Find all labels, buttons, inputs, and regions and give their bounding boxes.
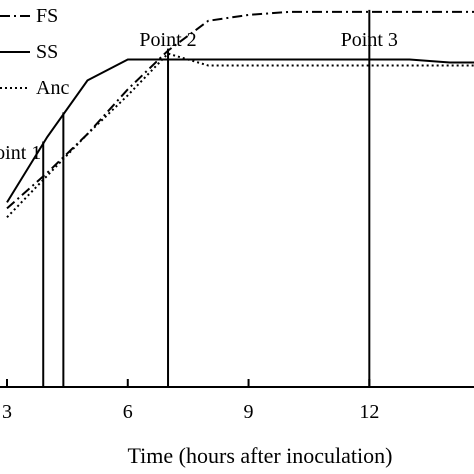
annotation-label-3: Point 2	[139, 29, 196, 51]
series-lines	[6, 10, 474, 218]
x-tick-label-12: 12	[359, 401, 379, 423]
legend-label-ss: SS	[36, 41, 58, 63]
x-tick-label-9: 9	[244, 401, 254, 423]
series-line-ss	[6, 58, 474, 203]
x-tick-labels: 3 6 9 12	[2, 401, 379, 423]
series-line-fs	[6, 10, 474, 210]
annotation-label-1: oint 1	[0, 142, 41, 164]
legend-label-anc: Anc	[36, 77, 69, 99]
annotation-lines	[42, 9, 371, 387]
annotation-labels: oint 1 Point 2 Point 3	[0, 29, 398, 164]
x-ticks	[6, 379, 371, 387]
x-tick-label-6: 6	[123, 401, 133, 423]
x-tick-label-3: 3	[2, 401, 12, 423]
legend-label-fs: FS	[36, 5, 58, 27]
annotation-label-4: Point 3	[341, 29, 398, 51]
series-line-anc	[6, 52, 474, 218]
legend: FS SS Anc	[0, 5, 69, 99]
x-axis-title: Time (hours after inoculation)	[128, 443, 393, 468]
